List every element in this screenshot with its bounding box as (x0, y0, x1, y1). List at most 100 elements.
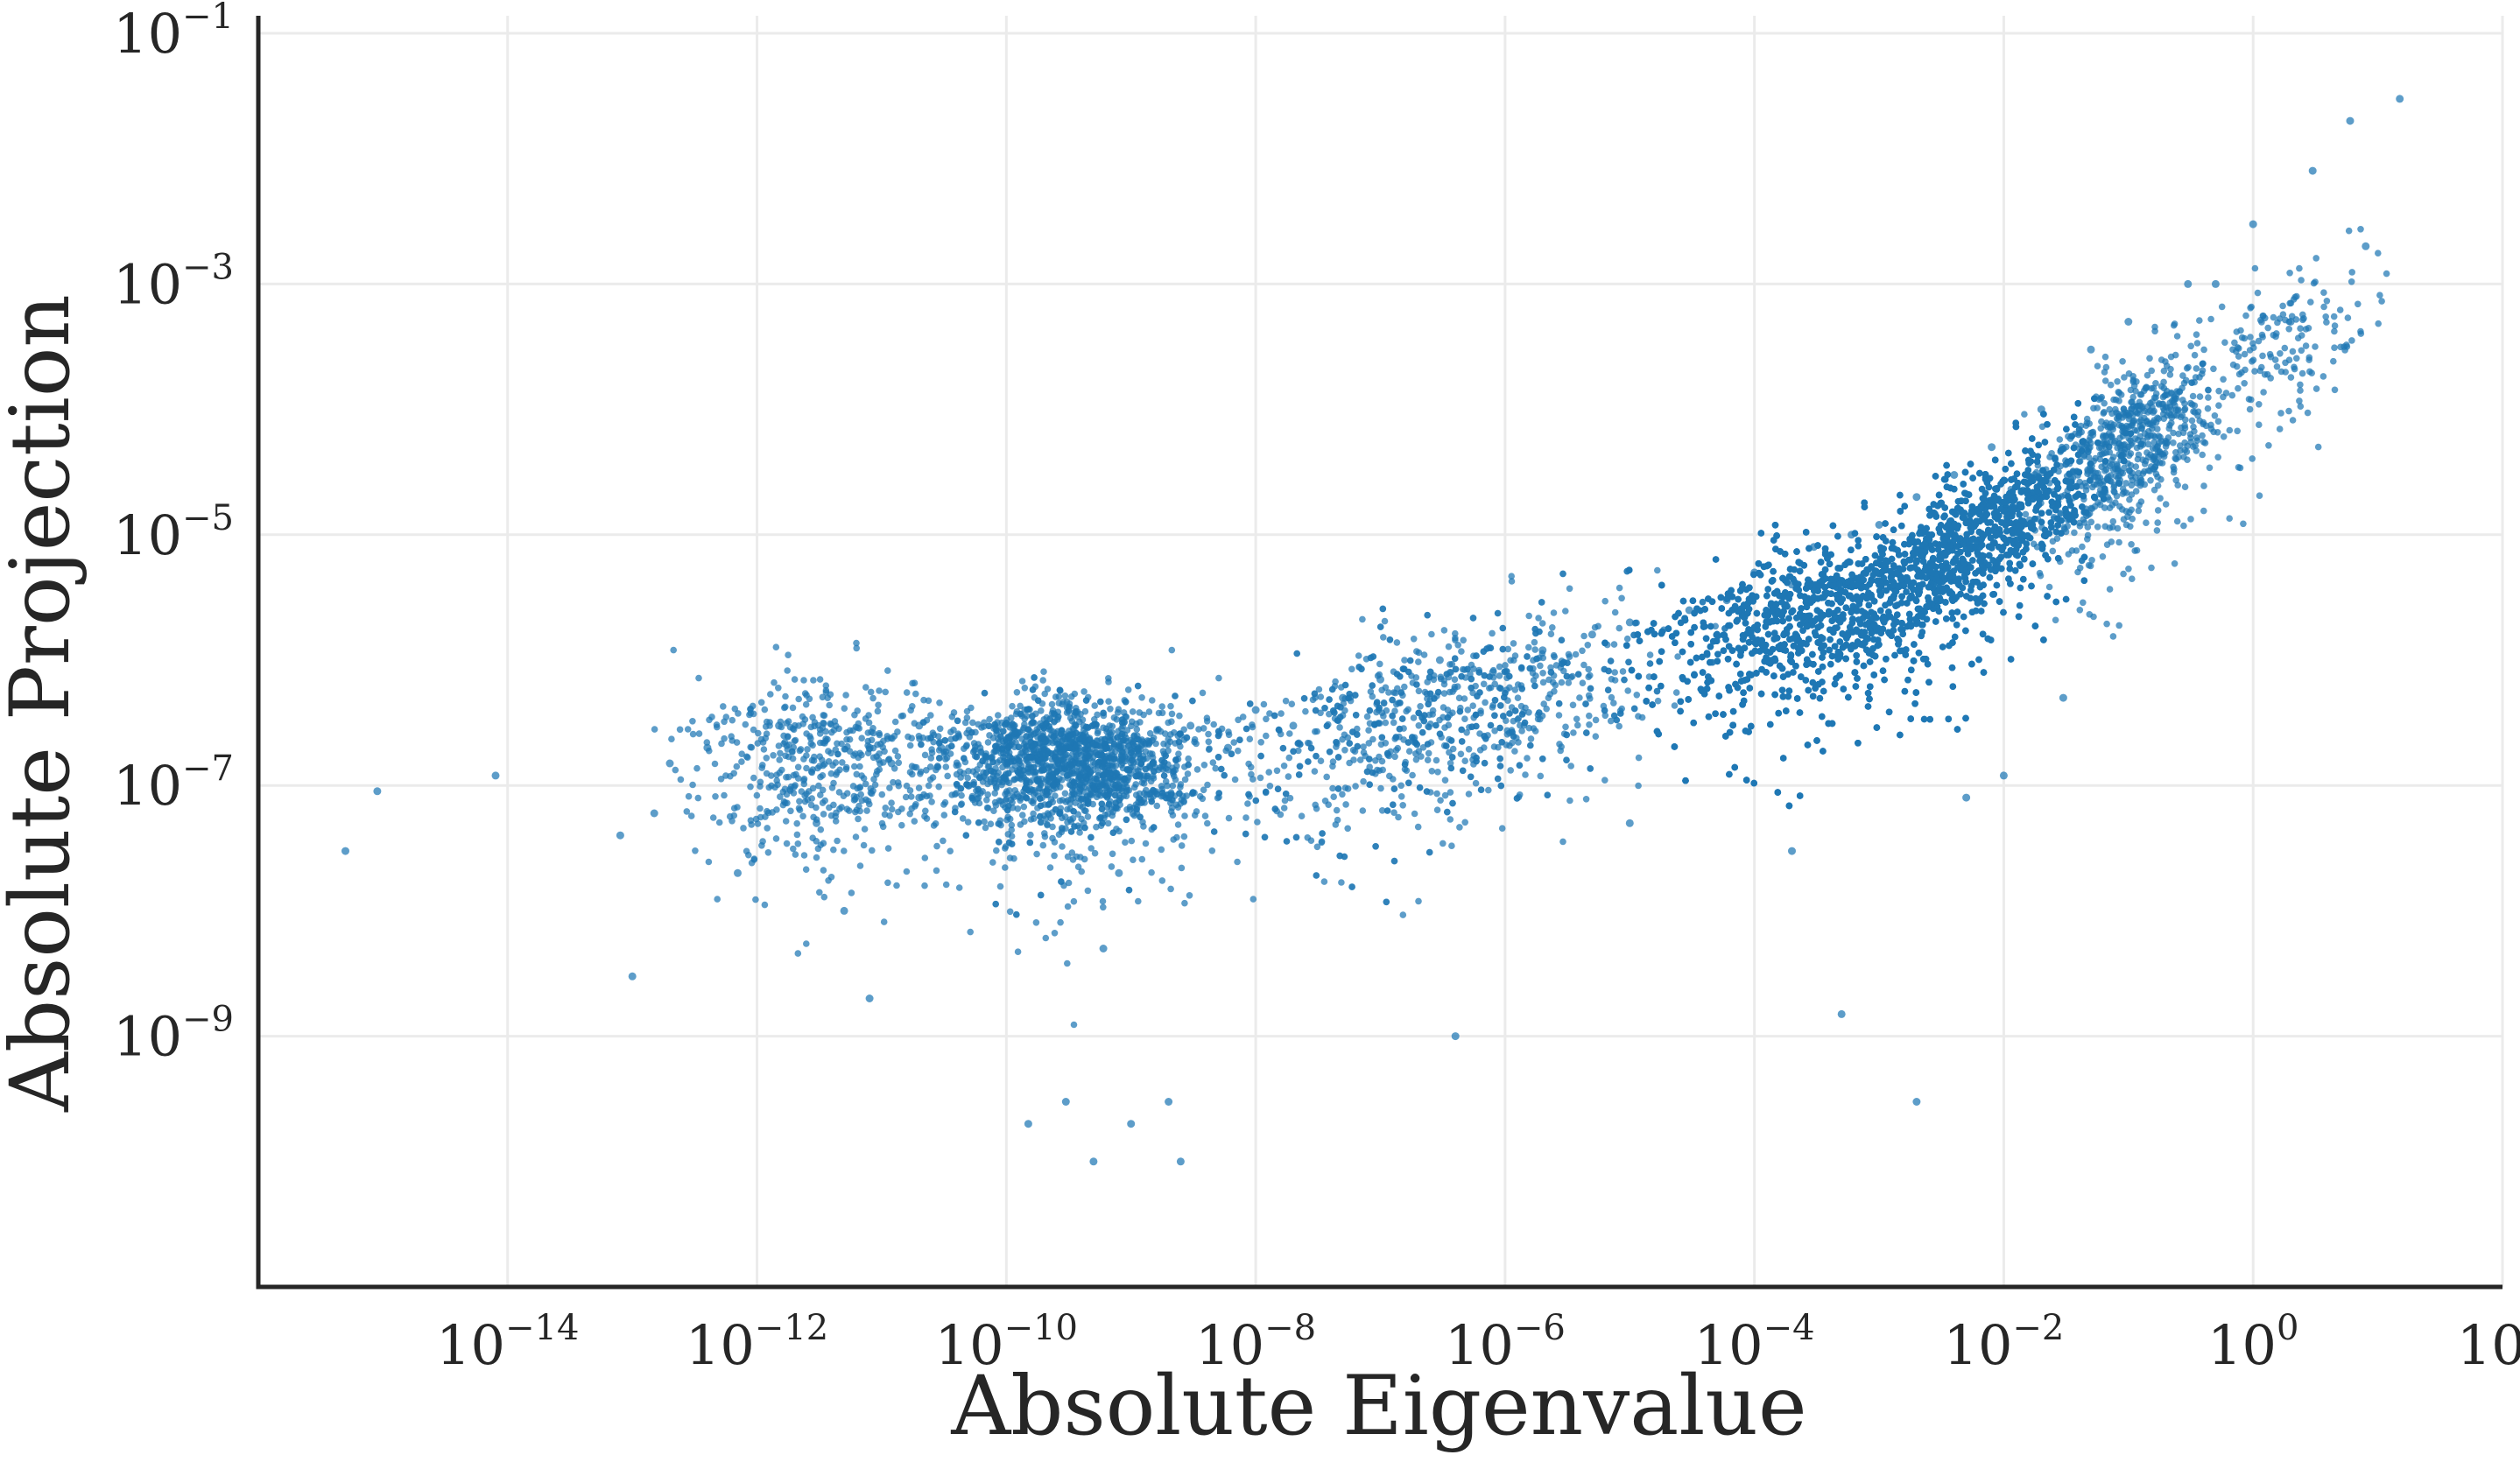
data-point (1313, 728, 1320, 735)
data-point (1586, 721, 1593, 728)
data-point (1417, 703, 1424, 710)
data-point (1634, 692, 1641, 699)
data-point (1245, 791, 1252, 798)
data-point (765, 849, 772, 856)
data-point (1508, 573, 1515, 580)
data-point (1242, 814, 1249, 821)
data-point (968, 795, 975, 802)
data-point (1253, 798, 1260, 805)
data-point (1394, 639, 1401, 646)
data-point (1039, 677, 1046, 684)
data-point (1101, 771, 1108, 778)
data-point (1433, 791, 1440, 798)
data-point (1424, 612, 1431, 619)
data-point (1437, 797, 1444, 804)
data-point (1559, 636, 1566, 643)
data-point (1139, 856, 1146, 863)
data-point (1346, 740, 1353, 747)
data-point (829, 762, 836, 769)
data-point (995, 712, 1002, 719)
data-point (1342, 801, 1349, 808)
data-point (830, 802, 837, 809)
data-point (1441, 724, 1448, 731)
data-point (1146, 708, 1153, 715)
data-point (1212, 765, 1219, 772)
data-point (1319, 830, 1326, 837)
data-point (1177, 1157, 1185, 1165)
data-point (1082, 740, 1089, 747)
data-point (1093, 742, 1100, 749)
data-point (1127, 804, 1134, 811)
data-point (1076, 829, 1083, 836)
data-point (1081, 788, 1088, 795)
data-point (1099, 751, 1106, 758)
data-point (1017, 821, 1024, 828)
data-point (896, 760, 903, 767)
data-point (1489, 630, 1496, 637)
data-point (997, 733, 1004, 740)
data-point (1421, 718, 1428, 725)
data-point (869, 847, 876, 854)
data-point (947, 750, 954, 757)
data-point (1271, 713, 1278, 720)
data-point (843, 729, 850, 736)
data-point (1218, 766, 1225, 773)
data-point (1401, 657, 1408, 664)
data-point (2000, 771, 2008, 779)
data-point (2249, 221, 2257, 228)
data-point (1181, 900, 1188, 907)
data-point (1346, 691, 1353, 698)
data-point (1424, 788, 1431, 795)
data-point (1482, 760, 1489, 767)
data-point (817, 730, 824, 737)
data-point (1588, 630, 1596, 638)
data-point (1436, 657, 1444, 664)
data-point (1115, 869, 1123, 877)
data-point (1525, 644, 1532, 651)
data-point (1438, 674, 1445, 681)
data-point (1128, 749, 1135, 756)
data-point (1193, 808, 1200, 815)
data-point (1147, 730, 1154, 737)
data-point (1272, 805, 1279, 812)
data-point (1026, 754, 1033, 761)
data-point (1017, 711, 1024, 718)
data-point (1511, 748, 1518, 755)
data-point (1439, 840, 1447, 847)
data-point (800, 677, 807, 684)
data-point (817, 740, 824, 747)
data-point (998, 782, 1005, 789)
data-point (1210, 721, 1217, 728)
data-point (1137, 791, 1144, 798)
data-point (862, 826, 869, 833)
data-point (721, 792, 728, 799)
data-point (1007, 909, 1014, 916)
data-point (1209, 847, 1216, 854)
data-point (1454, 642, 1461, 649)
data-point (1390, 809, 1397, 816)
data-point (896, 783, 903, 790)
data-point (804, 746, 811, 753)
data-point (1083, 697, 1090, 704)
data-point (1179, 865, 1186, 872)
data-point (927, 777, 934, 784)
data-point (1510, 640, 1517, 647)
data-point (1064, 960, 1071, 967)
data-point (988, 768, 995, 775)
data-point (1488, 722, 1495, 729)
data-point (928, 755, 935, 762)
data-point (1631, 706, 1638, 713)
data-point (1441, 690, 1448, 697)
data-point (1352, 783, 1359, 790)
data-point (1257, 775, 1264, 782)
data-point (1342, 784, 1349, 791)
data-point (1119, 749, 1126, 756)
data-point (749, 744, 756, 751)
data-point (1452, 1032, 1460, 1040)
data-point (1308, 745, 1315, 752)
data-point (1359, 616, 1366, 623)
data-point (1633, 620, 1640, 627)
data-point (922, 752, 929, 759)
data-point (881, 918, 888, 925)
data-point (956, 884, 963, 891)
